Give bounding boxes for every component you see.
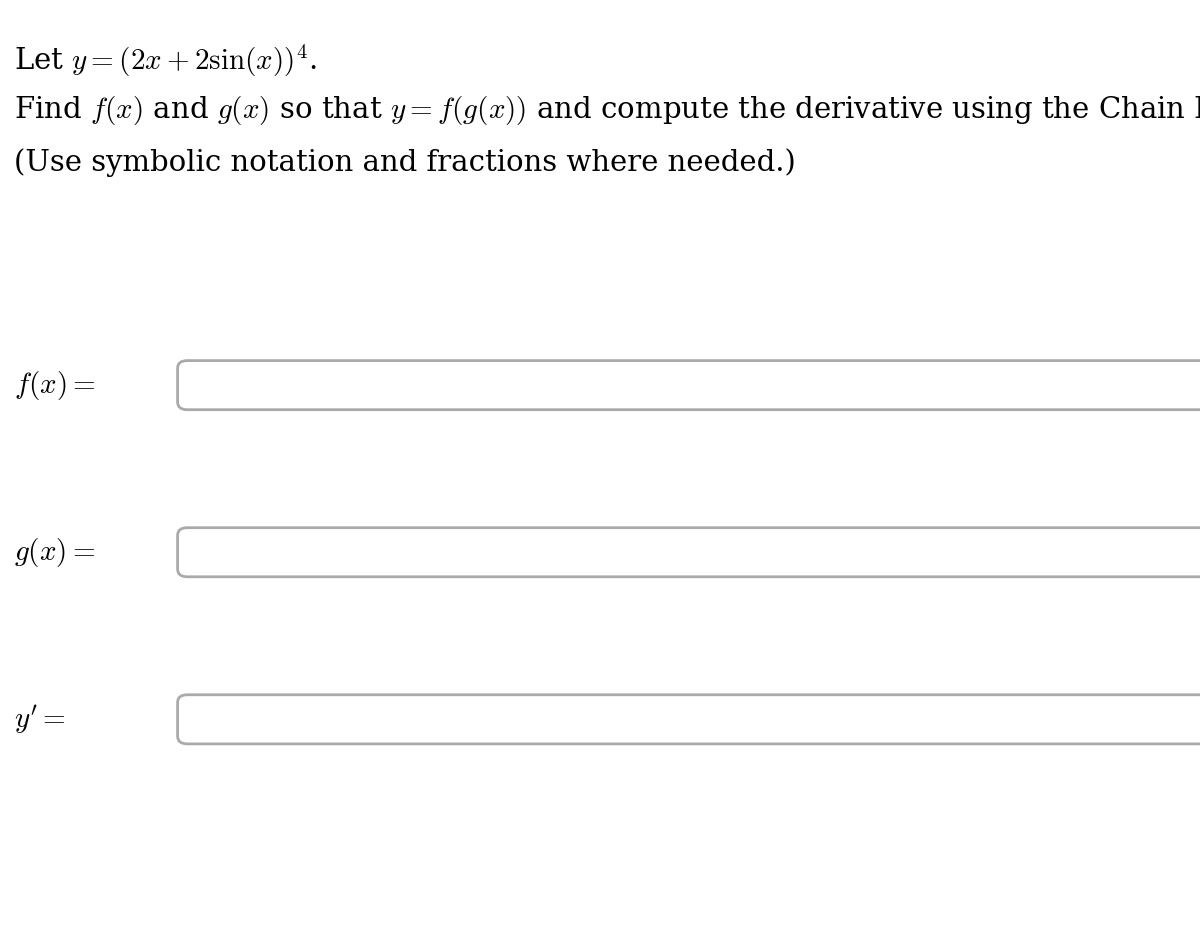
Text: $g(x) =$: $g(x) =$	[14, 536, 96, 568]
FancyBboxPatch shape	[178, 361, 1200, 410]
Text: $f(x) =$: $f(x) =$	[14, 369, 96, 401]
Text: Find $f(x)$ and $g(x)$ so that $y = f(g(x))$ and compute the derivative using th: Find $f(x)$ and $g(x)$ so that $y = f(g(…	[14, 94, 1200, 127]
Text: Let $y = (2x + 2\sin(x))^4$.: Let $y = (2x + 2\sin(x))^4$.	[14, 42, 318, 78]
Text: (Use symbolic notation and fractions where needed.): (Use symbolic notation and fractions whe…	[14, 148, 796, 177]
FancyBboxPatch shape	[178, 528, 1200, 577]
Text: $y^{\prime} =$: $y^{\prime} =$	[14, 703, 66, 735]
FancyBboxPatch shape	[178, 695, 1200, 744]
